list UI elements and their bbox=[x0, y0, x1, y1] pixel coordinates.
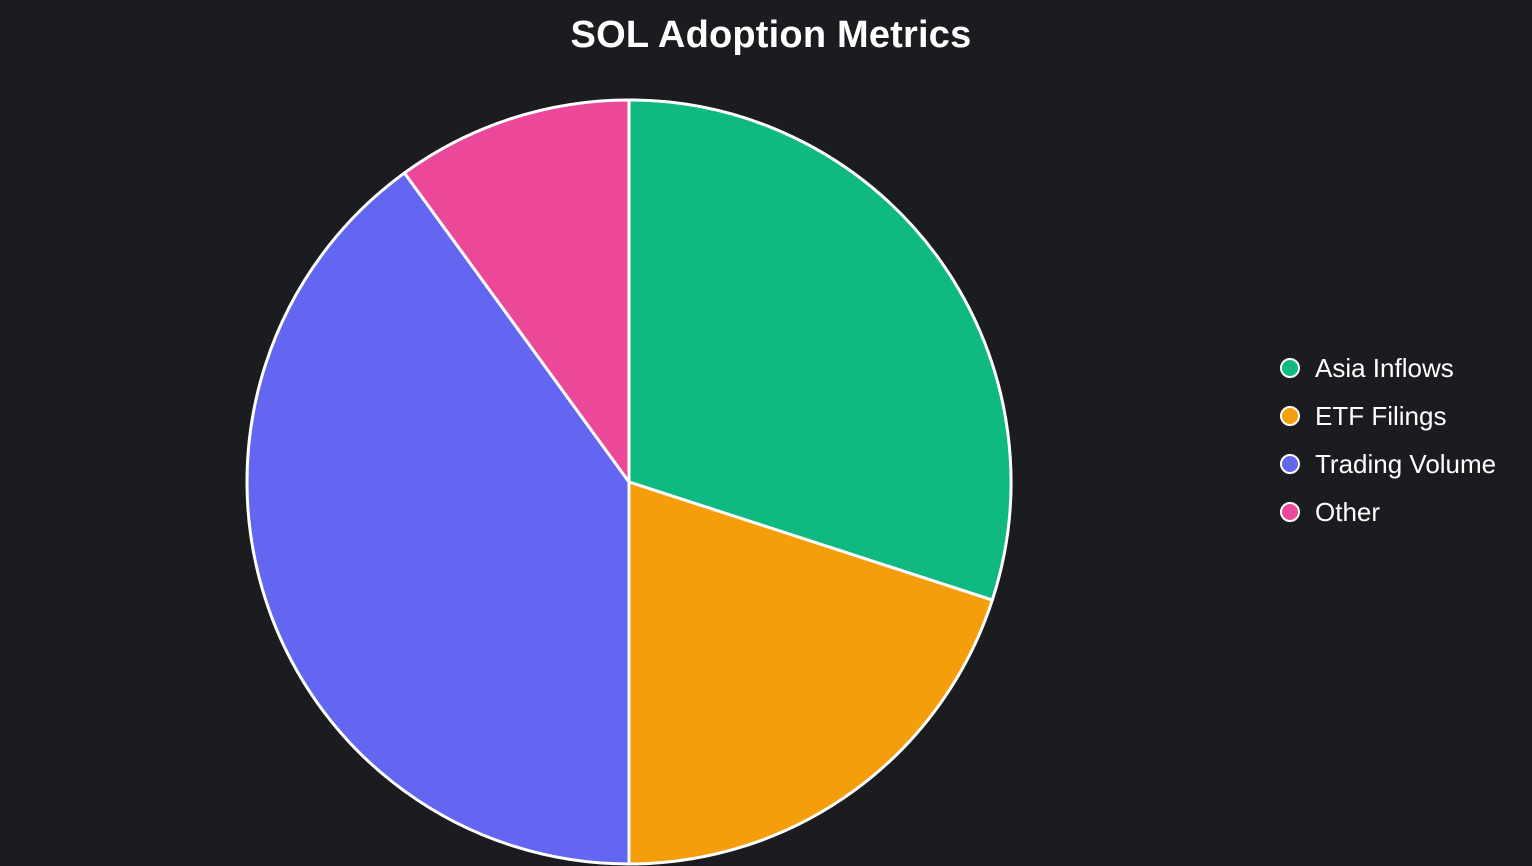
legend-item-other[interactable]: Other bbox=[1280, 488, 1496, 536]
legend-item-etf-filings[interactable]: ETF Filings bbox=[1280, 392, 1496, 440]
legend-item-asia-inflows[interactable]: Asia Inflows bbox=[1280, 344, 1496, 392]
legend-label: Asia Inflows bbox=[1315, 352, 1454, 383]
pie-slice-other[interactable] bbox=[402, 98, 631, 484]
chart-legend: Asia Inflows ETF Filings Trading Volume … bbox=[1280, 344, 1496, 536]
legend-label: ETF Filings bbox=[1315, 400, 1447, 431]
pie-slice-asia-inflows[interactable] bbox=[627, 98, 1013, 602]
legend-marker-icon bbox=[1280, 454, 1300, 474]
chart-title: SOL Adoption Metrics bbox=[570, 14, 972, 56]
legend-marker-icon bbox=[1280, 358, 1300, 378]
legend-label: Trading Volume bbox=[1315, 448, 1497, 479]
legend-marker-icon bbox=[1280, 502, 1300, 522]
legend-item-trading-volume[interactable]: Trading Volume bbox=[1280, 440, 1496, 488]
pie-slice-etf-filings[interactable] bbox=[627, 480, 994, 866]
pie-slice-trading-volume[interactable] bbox=[245, 171, 631, 866]
legend-marker-icon bbox=[1280, 406, 1300, 426]
legend-label: Other bbox=[1315, 496, 1381, 527]
pie-slices bbox=[245, 98, 1013, 866]
